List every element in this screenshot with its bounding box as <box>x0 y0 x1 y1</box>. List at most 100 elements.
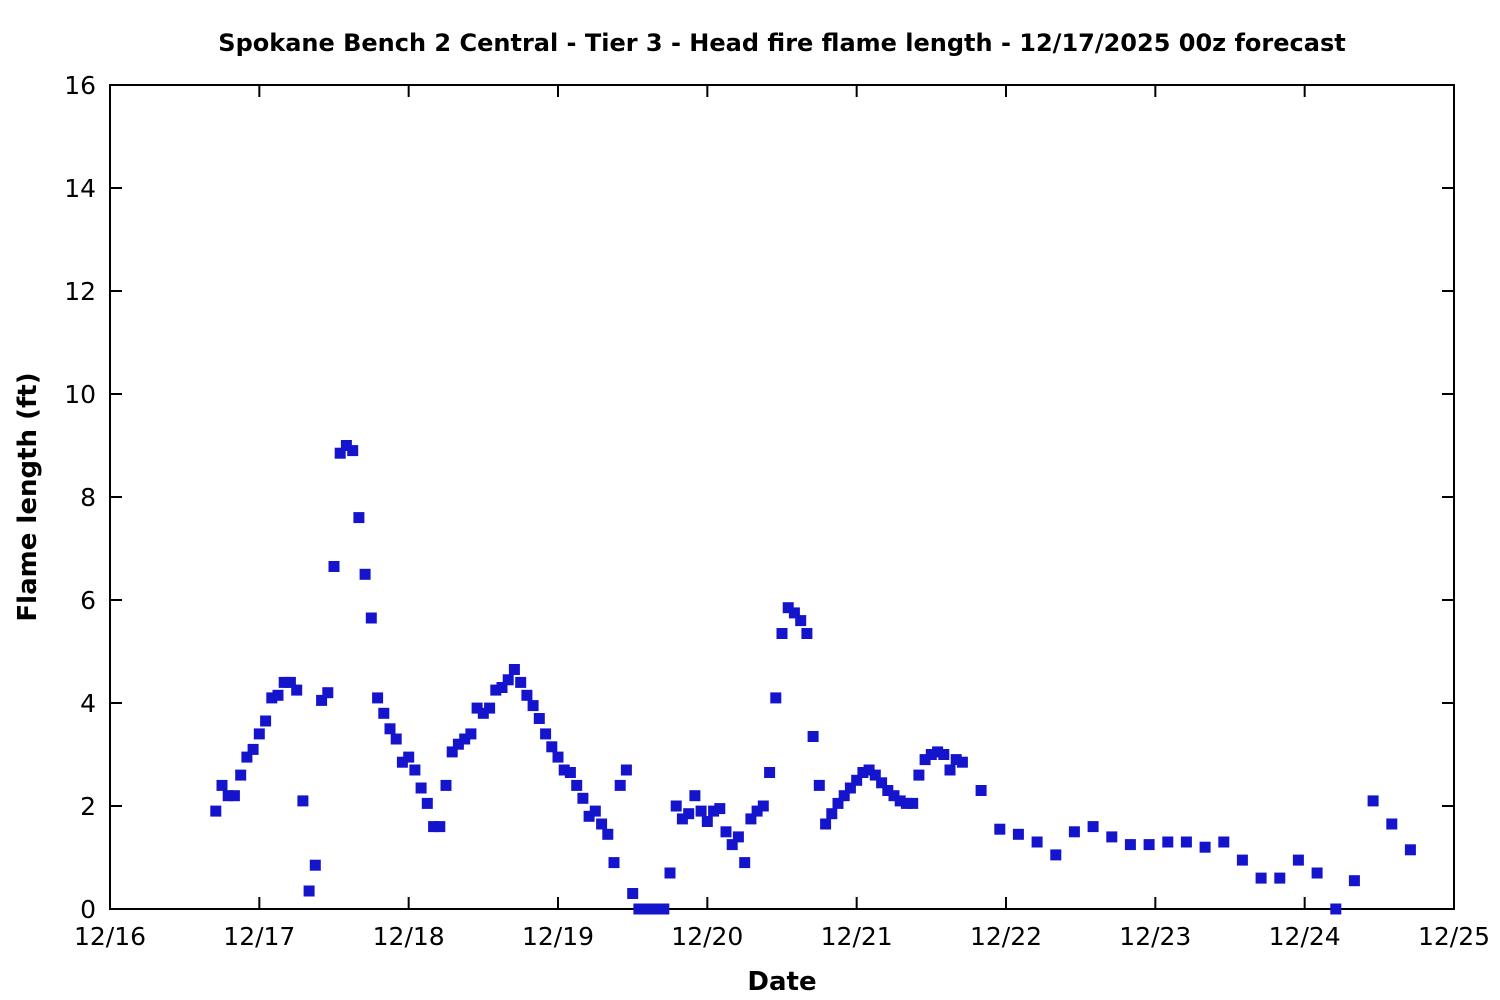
chart-title: Spokane Bench 2 Central - Tier 3 - Head … <box>218 29 1345 57</box>
data-point <box>446 746 458 758</box>
data-point <box>614 779 626 791</box>
data-point <box>508 664 520 675</box>
data-point <box>776 628 788 639</box>
x-tick-label: 12/24 <box>1269 922 1341 951</box>
data-point <box>589 805 601 817</box>
x-tick-label: 12/22 <box>970 922 1042 951</box>
data-point <box>1012 828 1024 840</box>
data-point <box>452 738 464 750</box>
y-tick-label: 16 <box>64 71 96 100</box>
data-point <box>608 857 620 869</box>
data-point <box>484 702 496 714</box>
data-point <box>235 769 247 781</box>
data-point <box>751 805 763 817</box>
data-point <box>583 810 595 822</box>
x-tick-label: 12/18 <box>373 922 445 951</box>
data-point <box>316 694 328 706</box>
data-point <box>222 790 234 802</box>
data-point <box>1404 844 1416 856</box>
data-point <box>496 682 508 693</box>
data-point <box>913 769 925 781</box>
data-point <box>1218 836 1230 848</box>
data-point <box>676 813 688 825</box>
data-point <box>732 831 744 843</box>
y-tick-label: 2 <box>80 792 96 821</box>
y-tick-label: 8 <box>80 483 96 512</box>
data-point <box>272 689 284 701</box>
data-point <box>820 818 832 830</box>
data-point <box>627 888 639 899</box>
data-point <box>440 779 452 791</box>
data-point <box>652 903 664 915</box>
y-tick-label: 10 <box>64 380 96 409</box>
data-point <box>695 805 707 817</box>
data-point <box>826 808 838 820</box>
data-point <box>328 561 340 572</box>
y-tick-label: 6 <box>80 586 96 615</box>
data-point <box>477 707 489 719</box>
data-point <box>1124 839 1136 851</box>
data-point <box>919 754 931 766</box>
x-tick-label: 12/19 <box>522 922 594 951</box>
data-point <box>359 568 371 580</box>
data-point <box>844 782 856 794</box>
data-point <box>260 715 272 727</box>
data-point <box>1311 867 1323 879</box>
data-point <box>1292 854 1304 866</box>
data-point <box>253 728 265 740</box>
data-point <box>888 790 900 802</box>
data-point <box>502 674 514 686</box>
data-point <box>801 628 813 639</box>
data-point <box>956 756 968 768</box>
data-point <box>1106 831 1118 843</box>
data-point <box>788 607 800 619</box>
y-tick-label: 14 <box>64 174 96 203</box>
data-point <box>596 818 608 830</box>
data-point <box>216 779 228 791</box>
data-point <box>241 751 253 763</box>
data-point <box>1031 836 1043 848</box>
data-point <box>620 764 632 776</box>
data-points-layer <box>210 440 1416 915</box>
data-point <box>645 903 657 915</box>
x-axis-label: Date <box>747 967 816 997</box>
data-point <box>932 746 944 758</box>
data-point <box>994 823 1006 835</box>
y-tick-label: 12 <box>64 277 96 306</box>
data-point <box>857 767 869 778</box>
data-point <box>291 684 303 696</box>
data-point <box>340 440 352 451</box>
data-point <box>459 733 471 745</box>
data-point <box>832 797 844 809</box>
data-point <box>770 692 782 704</box>
data-point <box>1348 875 1360 887</box>
data-point <box>1199 841 1211 853</box>
data-point <box>701 816 713 827</box>
data-point <box>882 785 894 796</box>
data-point <box>1143 839 1155 851</box>
plot-border <box>109 84 1455 910</box>
data-point <box>540 728 552 740</box>
data-point <box>757 800 769 812</box>
data-point <box>739 857 751 869</box>
data-point <box>726 839 738 851</box>
data-point <box>1255 872 1267 884</box>
data-point <box>664 867 676 879</box>
data-point <box>900 797 912 809</box>
data-point <box>210 805 222 817</box>
data-point <box>421 797 433 809</box>
data-point <box>720 826 732 838</box>
data-point <box>247 743 259 755</box>
data-point <box>490 684 502 696</box>
data-point <box>266 692 278 704</box>
data-point <box>303 885 315 897</box>
data-point <box>714 803 726 815</box>
data-point <box>782 602 794 614</box>
data-point <box>322 687 334 699</box>
data-point <box>378 707 390 719</box>
data-point <box>925 749 937 760</box>
data-point <box>1367 795 1379 807</box>
y-tick-label: 4 <box>80 689 96 718</box>
